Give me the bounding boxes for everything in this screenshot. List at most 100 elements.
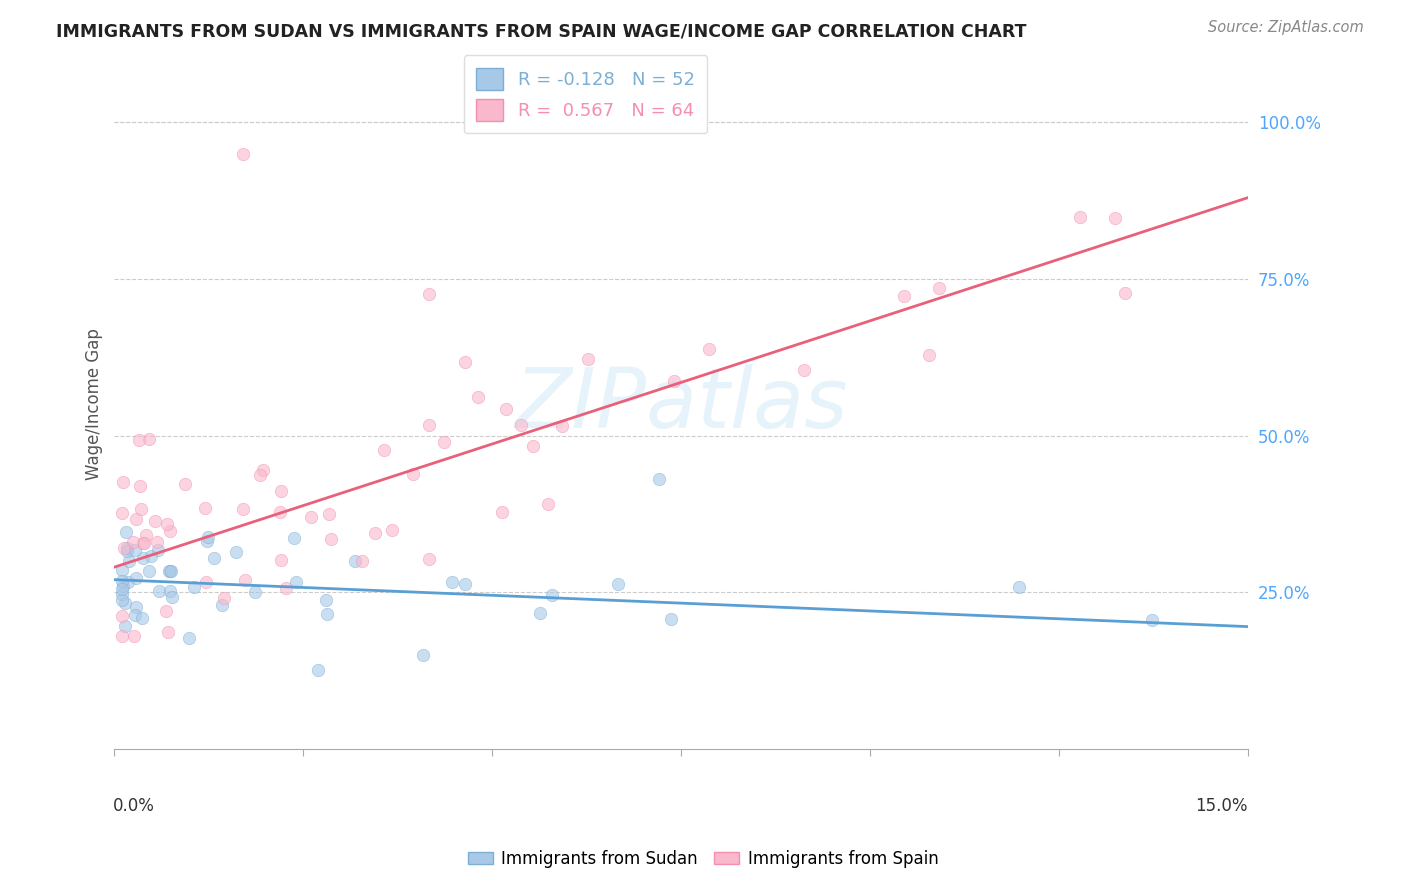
- Point: [928, 280, 950, 294]
- Text: Source: ZipAtlas.com: Source: ZipAtlas.com: [1208, 20, 1364, 35]
- Point: [202, 551, 225, 566]
- Point: [124, 608, 146, 623]
- Point: [418, 418, 440, 433]
- Point: [918, 348, 941, 362]
- Point: [195, 574, 218, 589]
- Point: [212, 591, 235, 606]
- Point: [537, 497, 560, 511]
- Point: [551, 418, 574, 433]
- Point: [122, 535, 145, 549]
- Point: [232, 146, 254, 161]
- Point: [307, 663, 329, 677]
- Point: [418, 287, 440, 301]
- Point: [145, 534, 167, 549]
- Point: [352, 554, 374, 568]
- Point: [131, 502, 153, 516]
- Point: [118, 554, 141, 568]
- Point: [697, 342, 720, 356]
- Point: [128, 434, 150, 448]
- Point: [454, 355, 477, 369]
- Point: [467, 390, 489, 404]
- Point: [114, 524, 136, 539]
- Point: [233, 574, 256, 588]
- Point: [160, 590, 183, 604]
- Point: [114, 619, 136, 633]
- Point: [111, 593, 134, 607]
- Point: [440, 575, 463, 590]
- Text: ZIPatlas: ZIPatlas: [515, 364, 848, 445]
- Point: [117, 575, 139, 590]
- Point: [249, 467, 271, 482]
- Point: [412, 648, 434, 662]
- Point: [115, 544, 138, 558]
- Legend: Immigrants from Sudan, Immigrants from Spain: Immigrants from Sudan, Immigrants from S…: [461, 844, 945, 875]
- Point: [373, 442, 395, 457]
- Point: [315, 593, 337, 607]
- Point: [124, 543, 146, 558]
- Point: [135, 528, 157, 542]
- Point: [141, 549, 163, 563]
- Point: [211, 599, 233, 613]
- Point: [111, 574, 134, 588]
- Text: 0.0%: 0.0%: [114, 797, 155, 814]
- Point: [243, 585, 266, 599]
- Point: [194, 500, 217, 515]
- Point: [112, 541, 135, 556]
- Point: [381, 523, 404, 537]
- Text: 15.0%: 15.0%: [1195, 797, 1249, 814]
- Point: [132, 536, 155, 550]
- Point: [225, 544, 247, 558]
- Point: [319, 532, 342, 546]
- Point: [285, 574, 308, 589]
- Point: [112, 579, 135, 593]
- Point: [252, 462, 274, 476]
- Point: [1104, 211, 1126, 226]
- Point: [146, 543, 169, 558]
- Point: [509, 418, 531, 433]
- Point: [111, 609, 134, 624]
- Point: [111, 582, 134, 597]
- Point: [529, 606, 551, 620]
- Point: [159, 524, 181, 538]
- Point: [576, 352, 599, 367]
- Point: [157, 625, 180, 640]
- Point: [159, 584, 181, 599]
- Point: [125, 599, 148, 614]
- Point: [433, 435, 456, 450]
- Point: [111, 587, 134, 601]
- Point: [418, 552, 440, 566]
- Point: [343, 554, 366, 568]
- Point: [111, 506, 134, 520]
- Point: [1114, 286, 1136, 301]
- Point: [131, 611, 153, 625]
- Point: [1140, 613, 1163, 627]
- Point: [115, 541, 138, 555]
- Point: [112, 475, 135, 490]
- Legend: R = -0.128   N = 52, R =  0.567   N = 64: R = -0.128 N = 52, R = 0.567 N = 64: [464, 55, 707, 134]
- Point: [647, 472, 669, 486]
- Point: [659, 612, 682, 626]
- Point: [132, 550, 155, 565]
- Point: [232, 501, 254, 516]
- Point: [138, 564, 160, 578]
- Point: [125, 571, 148, 585]
- Point: [197, 530, 219, 544]
- Point: [174, 476, 197, 491]
- Point: [111, 563, 134, 577]
- Point: [274, 582, 297, 596]
- Point: [132, 536, 155, 550]
- Point: [270, 553, 292, 567]
- Point: [454, 577, 477, 591]
- Point: [1069, 211, 1091, 225]
- Point: [318, 507, 340, 521]
- Text: IMMIGRANTS FROM SUDAN VS IMMIGRANTS FROM SPAIN WAGE/INCOME GAP CORRELATION CHART: IMMIGRANTS FROM SUDAN VS IMMIGRANTS FROM…: [56, 22, 1026, 40]
- Y-axis label: Wage/Income Gap: Wage/Income Gap: [86, 328, 103, 480]
- Point: [495, 402, 517, 417]
- Point: [607, 577, 630, 591]
- Point: [157, 564, 180, 578]
- Point: [270, 484, 292, 499]
- Point: [160, 564, 183, 578]
- Point: [138, 432, 160, 446]
- Point: [159, 564, 181, 578]
- Point: [114, 596, 136, 610]
